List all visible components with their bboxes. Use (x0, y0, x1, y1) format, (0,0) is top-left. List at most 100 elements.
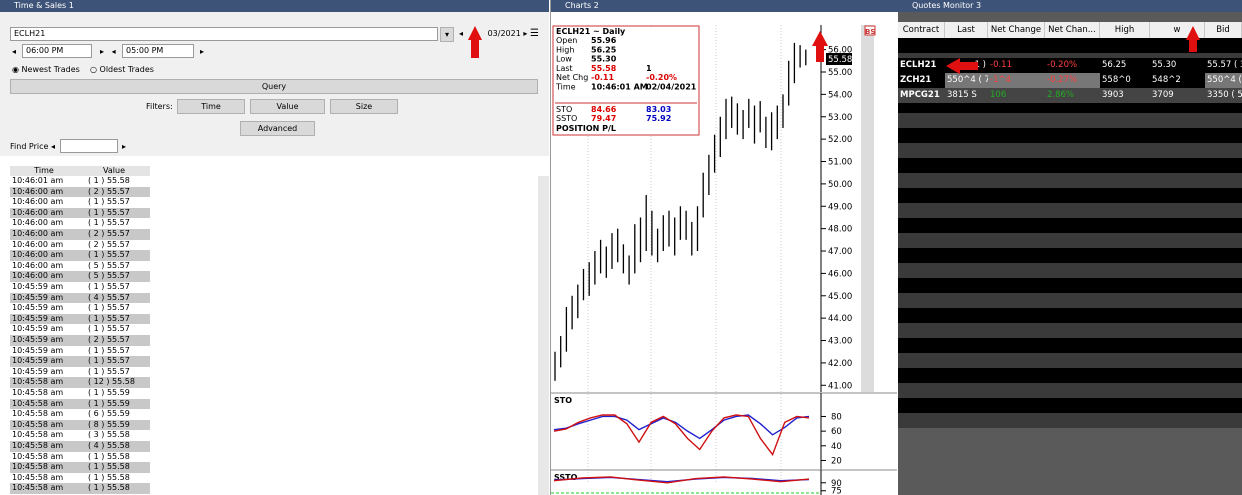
y-tick-label: 42.00 (828, 359, 852, 369)
y-tick-label: 75 (831, 487, 842, 495)
axis-bg (861, 25, 874, 392)
start-time[interactable]: 06:00 PM (22, 44, 92, 58)
row-time: 10:45:58 am (10, 462, 78, 473)
row-value: ( 1 ) 55.57 (78, 366, 150, 378)
empty-row (898, 113, 1242, 128)
title-bar: Quotes Monitor 3 (898, 0, 1242, 12)
radio-newest[interactable]: ◉ Newest Trades (12, 65, 80, 74)
empty-row (898, 188, 1242, 203)
y-tick-label: 60 (831, 427, 842, 437)
row-time: 10:45:58 am (10, 377, 78, 388)
row-time: 10:45:59 am (10, 324, 78, 335)
row-time: 10:45:58 am (10, 483, 78, 494)
column-header: High (1100, 22, 1150, 38)
date-field[interactable]: ◂ 03/2021 ▸ (459, 29, 528, 38)
empty-row (898, 203, 1242, 218)
arrow: ▸ (200, 47, 205, 56)
info-open: Open (556, 36, 577, 45)
row-time: 10:45:59 am (10, 356, 78, 367)
indicator-line (553, 414, 810, 440)
title-bar: Time & Sales 1 (0, 0, 549, 12)
quotes-panel: Quotes Monitor 3 Contract Last Net Change N… (898, 0, 1242, 495)
row-value: ( 1 ) 55.59 (78, 398, 150, 410)
row-value: ( 1 ) 55.58 (78, 472, 150, 484)
y-tick-label: 80 (831, 412, 842, 422)
col-header[interactable]: Time (10, 166, 78, 176)
badge-bg (864, 25, 876, 36)
empty-row (898, 233, 1242, 248)
chart: 41.00 42.00 43.00 44.00 45.00 46.00 47.00 48.00… (551, 25, 897, 495)
row-time: 10:46:00 am (10, 229, 78, 240)
row-value: ( 1 ) 55.58 (78, 483, 150, 494)
row-value: ( 2 ) 55.57 (78, 239, 150, 251)
scrollbar[interactable] (538, 176, 549, 495)
row-value: ( 1 ) 55.57 (78, 356, 150, 367)
quote-cell: 55.57 ( 32 (1205, 58, 1242, 73)
row-time: 10:45:58 am (10, 472, 78, 484)
quote-cell: ZCH21 (898, 73, 945, 88)
row-time: 10:46:01 am (10, 176, 78, 187)
quote-cell: -0.27% (1045, 73, 1100, 88)
quote-cell: MPCG21 (898, 88, 945, 103)
panel-title: Quotes Monitor 3 (912, 1, 982, 10)
row-value: ( 1 ) 55.58 (78, 176, 150, 187)
empty-row (898, 143, 1242, 158)
indicator-line (553, 476, 810, 484)
row-time: 10:45:59 am (10, 282, 78, 293)
filter-size[interactable]: Size (330, 99, 398, 114)
quote-cell: 548^2 (1150, 73, 1205, 88)
row-value: ( 8 ) 55.59 (78, 419, 150, 431)
col-header[interactable]: Value (78, 166, 150, 176)
info-ssto: 79.47 (591, 114, 616, 123)
empty-row (898, 278, 1242, 293)
row-time: 10:46:00 am (10, 271, 78, 282)
row-value: ( 1 ) 55.57 (78, 282, 150, 293)
row-value: ( 1 ) 55.57 (78, 218, 150, 229)
empty-row (898, 308, 1242, 323)
info-box (552, 25, 700, 136)
row-value: ( 4 ) 55.57 (78, 292, 150, 304)
info-net_chg: -0.11 (591, 73, 614, 82)
menu-icon[interactable]: ☰ (530, 28, 539, 39)
row-value: ( 1 ) 55.57 (78, 313, 150, 325)
filter-value[interactable]: Value (250, 99, 325, 114)
y-tick-label: 48.00 (828, 225, 852, 235)
advanced-button[interactable]: Advanced (240, 121, 315, 136)
row-value: ( 12 ) 55.58 (78, 377, 150, 388)
column-header: Contract (898, 22, 945, 38)
row-time: 10:45:58 am (10, 441, 78, 452)
radio-oldest[interactable]: ○ Oldest Trades (90, 65, 154, 74)
y-tick-label: 51.00 (828, 158, 852, 168)
time-end-arrow: ▸ ◂ (100, 47, 116, 56)
find-price-input[interactable] (60, 139, 118, 153)
row-value: ( 1 ) 55.59 (78, 388, 150, 399)
quote-cell: 558^0 (1100, 73, 1150, 88)
quote-cell: 550^4 ( 55 (1205, 73, 1242, 88)
y-tick-label: 44.00 (828, 314, 852, 324)
info-last: 1 (646, 64, 652, 73)
row-time: 10:46:00 am (10, 260, 78, 272)
row-time: 10:45:59 am (10, 335, 78, 346)
info-last: Last (556, 64, 573, 73)
quote-cell: 3709 (1150, 88, 1205, 103)
filter-time[interactable]: Time (177, 99, 245, 114)
column-header: w (1150, 22, 1205, 38)
quote-cell: 56.25 (1100, 58, 1150, 73)
find-price-label: Find Price ◂ (10, 142, 56, 151)
query-button[interactable]: Query (10, 79, 538, 94)
y-tick-label: 20 (831, 456, 842, 466)
dropdown[interactable]: ▾ (440, 27, 454, 42)
info-high: 56.25 (591, 45, 617, 54)
empty-row (898, 353, 1242, 368)
y-tick-label: 54.00 (828, 90, 852, 100)
empty-row (898, 323, 1242, 338)
end-time[interactable]: 05:00 PM (122, 44, 194, 58)
symbol-input[interactable]: ECLH21 (10, 27, 438, 41)
badge: BS (865, 28, 875, 36)
position-pl: POSITION P/L (556, 124, 616, 133)
date: 03/2021 (487, 29, 521, 38)
row-time: 10:45:58 am (10, 398, 78, 410)
quote-cell: -0.20% (1045, 58, 1100, 73)
radio-label: Newest Trades (21, 65, 80, 74)
